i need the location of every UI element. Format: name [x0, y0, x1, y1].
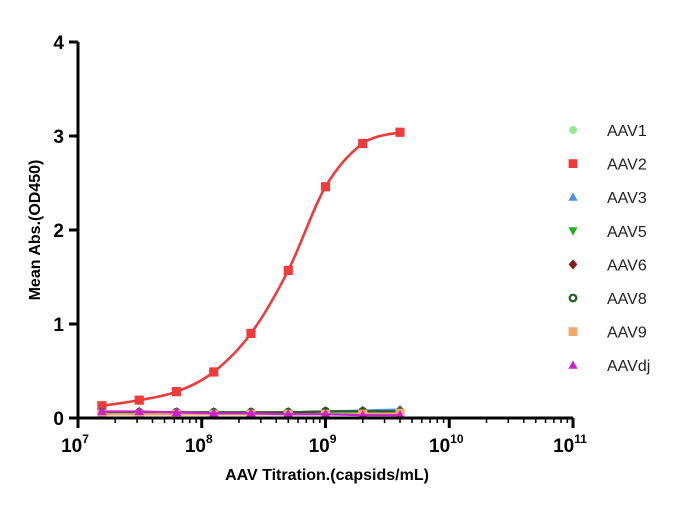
- data-point-aavdj-5: [283, 409, 294, 418]
- data-point-aav2-5: [283, 265, 293, 276]
- legend-label: AAV2: [607, 157, 647, 174]
- data-point-aavdj-0: [97, 406, 107, 416]
- plot-area: [97, 127, 405, 420]
- legend-label: AAV5: [607, 224, 647, 241]
- x-ticks: 107 108 109 1010 1011: [61, 418, 587, 457]
- data-point-aav2-7: [358, 138, 368, 149]
- legend-label: AAV6: [607, 257, 647, 274]
- legend-label: AAV1: [607, 123, 647, 140]
- legend-item-aav8: AAV8: [568, 291, 647, 308]
- data-point-aav2-3: [209, 367, 219, 377]
- x-tick-label: 1011: [553, 432, 587, 457]
- series-aav2: [97, 127, 405, 411]
- y-tick-label: 1: [53, 315, 64, 336]
- data-point-aavdj-1: [134, 406, 145, 416]
- legend-marker-aavdj: [568, 360, 578, 369]
- axes: [76, 42, 573, 420]
- x-tick-label: 108: [185, 432, 213, 457]
- y-tick-label: 4: [53, 33, 64, 54]
- data-point-aav2-2: [171, 387, 182, 397]
- x-axis-title: AAV Titration.(capsids/mL): [225, 467, 429, 484]
- data-point-aav2-8: [395, 127, 405, 137]
- legend-label: AAV3: [607, 190, 647, 207]
- legend-item-aav3: AAV3: [568, 190, 647, 207]
- legend-marker-aav2: [568, 159, 578, 168]
- legend-marker-aav3: [568, 192, 578, 201]
- series-line-aav2: [101, 130, 401, 408]
- y-tick-label: 3: [53, 127, 64, 148]
- y-tick-label: 2: [53, 221, 64, 242]
- legend-marker-aav5: [568, 227, 578, 236]
- legend-marker-aav6: [568, 259, 578, 270]
- data-point-aav2-4: [246, 328, 256, 338]
- x-tick-label: 1010: [429, 432, 464, 457]
- legend-item-aav2: AAV2: [568, 157, 647, 174]
- legend-marker-aav8: [568, 293, 578, 303]
- legend-item-aav1: AAV1: [569, 123, 647, 140]
- legend-item-aav6: AAV6: [568, 257, 647, 274]
- data-point-aav2-1: [134, 395, 144, 405]
- y-tick-label: 0: [53, 409, 64, 430]
- x-tick-label: 107: [61, 432, 89, 457]
- legend-marker-aav1: [569, 126, 577, 134]
- y-ticks: 0 1 2 3 4: [53, 33, 78, 430]
- legend-item-aav5: AAV5: [568, 224, 647, 241]
- legend-item-aav9: AAV9: [568, 325, 647, 342]
- data-point-aavdj-4: [246, 408, 256, 417]
- data-point-aav2-6: [320, 182, 331, 192]
- legend-label: AAV8: [607, 291, 647, 308]
- legend-label: AAVdj: [607, 358, 650, 375]
- data-point-aavdj-2: [171, 407, 182, 417]
- legend: AAV1 AAV2 AAV3 AAV5 AAV6 AAV8 AAV9 AAVdj: [568, 123, 650, 375]
- x-tick-label: 109: [309, 432, 337, 457]
- legend-marker-aav9: [568, 327, 578, 336]
- legend-item-aavdj: AAVdj: [568, 358, 650, 375]
- data-point-aavdj-6: [320, 409, 331, 418]
- data-point-aav2-0: [97, 401, 107, 411]
- legend-label: AAV9: [607, 325, 647, 342]
- data-point-aavdj-3: [208, 408, 219, 417]
- y-axis-title: Mean Abs.(OD450): [27, 160, 44, 301]
